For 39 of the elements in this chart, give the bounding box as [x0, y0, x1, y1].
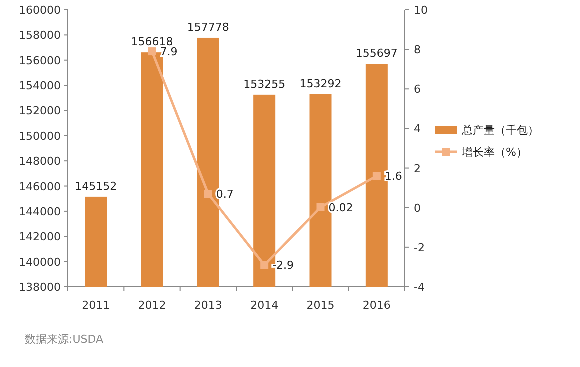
data-label: 155697 — [356, 47, 398, 60]
x-tick-label: 2011 — [82, 299, 110, 312]
point — [148, 48, 156, 56]
y2-tick-label: 0 — [414, 202, 421, 215]
y-tick-label: 154000 — [19, 80, 61, 93]
x-tick-label: 2015 — [306, 299, 335, 312]
point — [372, 172, 381, 180]
y2-tick-label: 2 — [414, 162, 421, 176]
y2-tick-label: -4 — [414, 281, 425, 294]
point — [316, 203, 325, 212]
x-tick-label: 2014 — [250, 299, 279, 312]
y-tick-label: 150000 — [19, 130, 61, 143]
y-tick-label: 160000 — [19, 4, 61, 17]
x-tick-label: 2016 — [362, 299, 391, 312]
source-note: 数据来源:USDA — [25, 333, 104, 346]
y-tick-label: 156000 — [19, 54, 61, 68]
y-tick-label: 148000 — [19, 155, 61, 168]
data-label: 145152 — [75, 180, 118, 193]
y2-tick-label: 8 — [414, 44, 421, 57]
y2-tick-label: -2 — [414, 241, 425, 254]
x-tick-label: 2013 — [194, 299, 222, 312]
y2-tick-label: 6 — [414, 83, 421, 96]
y-tick-label: 158000 — [19, 29, 61, 42]
y-tick-label: 146000 — [19, 180, 61, 194]
y-tick-label: 144000 — [19, 205, 61, 218]
point — [260, 261, 269, 270]
y-tick-label: 140000 — [19, 256, 61, 269]
y-tick-label: 152000 — [19, 104, 61, 118]
y2-tick-label: 10 — [414, 4, 428, 17]
y2-tick-label: 4 — [414, 122, 421, 136]
data-label: 153292 — [300, 77, 342, 90]
data-label: 153255 — [244, 78, 286, 91]
point — [204, 190, 212, 198]
legend-label: 总产量（千包） — [461, 124, 539, 137]
x-tick-label: 2012 — [138, 299, 166, 312]
y-tick-label: 138000 — [19, 281, 61, 294]
y-tick-label: 142000 — [19, 230, 61, 244]
data-label: 157778 — [187, 20, 230, 34]
legend-label: 增长率（%） — [461, 146, 528, 159]
